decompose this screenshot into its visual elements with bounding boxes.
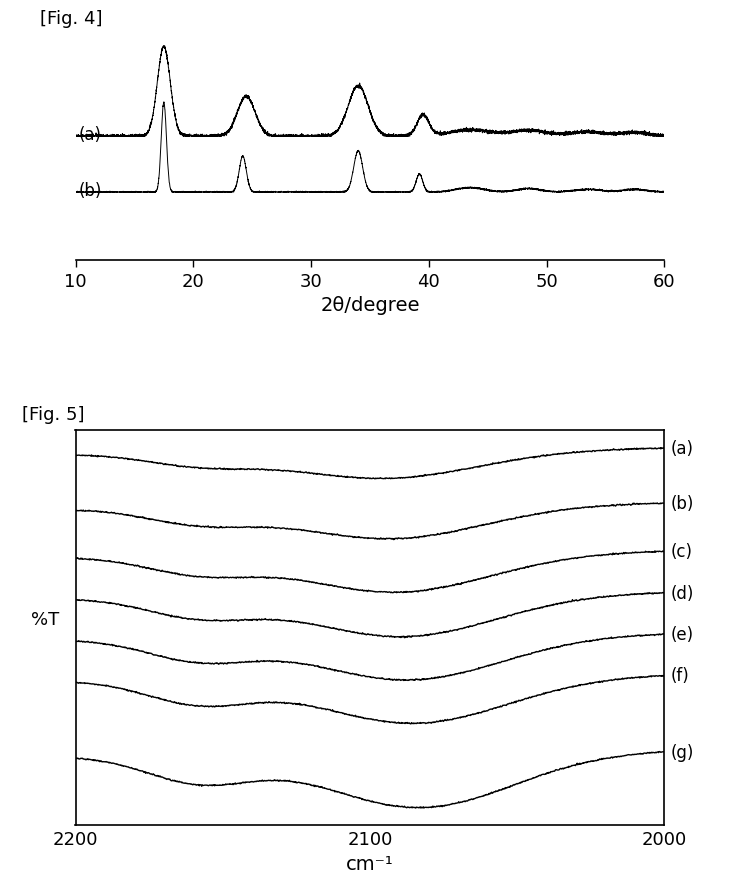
Text: (f): (f): [670, 666, 689, 685]
Text: (c): (c): [670, 543, 692, 561]
X-axis label: 2θ/degree: 2θ/degree: [320, 296, 420, 315]
Text: (g): (g): [670, 743, 694, 761]
Text: [Fig. 5]: [Fig. 5]: [23, 406, 85, 424]
Text: (b): (b): [670, 494, 694, 513]
X-axis label: cm⁻¹: cm⁻¹: [346, 853, 394, 873]
Text: (a): (a): [670, 440, 693, 458]
Y-axis label: %T: %T: [31, 610, 59, 628]
Text: (b): (b): [79, 182, 103, 200]
Text: (d): (d): [670, 584, 694, 602]
Text: (a): (a): [79, 126, 102, 144]
Text: [Fig. 4]: [Fig. 4]: [40, 10, 103, 28]
Text: (e): (e): [670, 625, 693, 644]
